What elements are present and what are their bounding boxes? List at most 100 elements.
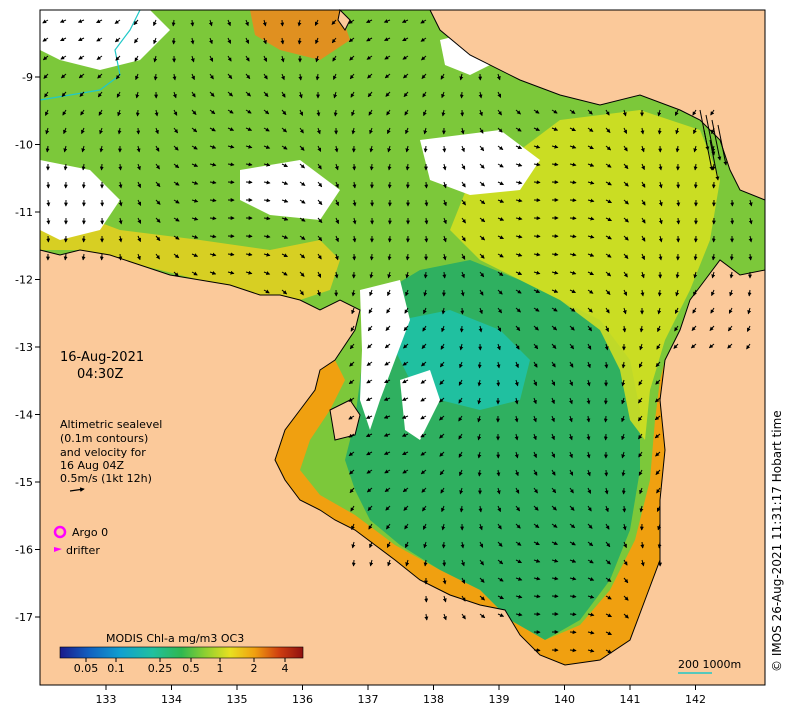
velocity-arrow <box>533 523 540 528</box>
velocity-arrow <box>459 469 463 477</box>
velocity-arrow <box>424 199 429 207</box>
velocity-arrow <box>515 541 522 546</box>
velocity-arrow <box>587 630 595 635</box>
velocity-arrow <box>623 577 629 584</box>
velocity-arrow <box>403 91 409 98</box>
velocity-arrow <box>387 145 392 153</box>
velocity-arrow <box>209 109 216 115</box>
velocity-arrow <box>478 505 483 513</box>
velocity-arrow <box>442 181 447 189</box>
velocity-arrow <box>405 145 410 153</box>
velocity-arrow <box>711 271 716 279</box>
velocity-arrow <box>366 37 373 42</box>
velocity-arrow <box>458 415 463 422</box>
velocity-arrow <box>623 289 628 297</box>
velocity-arrow <box>497 289 503 295</box>
velocity-arrow <box>459 91 464 99</box>
velocity-arrow <box>227 73 233 80</box>
velocity-arrow <box>263 252 271 257</box>
velocity-arrow <box>569 648 577 653</box>
velocity-arrow <box>118 181 123 189</box>
velocity-arrow <box>349 55 355 61</box>
velocity-arrow <box>191 216 199 221</box>
velocity-arrow <box>533 180 541 185</box>
velocity-arrow <box>551 379 556 386</box>
cloud-patch-4 <box>360 280 410 430</box>
velocity-arrow <box>134 55 139 62</box>
velocity-arrow <box>533 162 541 167</box>
velocity-arrow <box>622 307 627 315</box>
velocity-arrow <box>655 469 661 475</box>
velocity-arrow <box>569 144 577 149</box>
velocity-arrow <box>263 289 270 294</box>
velocity-arrow <box>515 612 523 617</box>
velocity-arrow <box>533 234 541 239</box>
velocity-arrow <box>81 253 86 261</box>
velocity-arrow <box>299 271 305 277</box>
velocity-arrow <box>420 37 427 42</box>
velocity-arrow <box>640 289 645 297</box>
velocity-arrow <box>479 559 484 566</box>
velocity-arrow <box>729 289 734 297</box>
velocity-arrow <box>263 73 268 80</box>
cloud-patch-3 <box>240 160 340 220</box>
velocity-arrow <box>422 91 427 98</box>
velocity-arrow <box>515 505 520 512</box>
velocity-arrow <box>118 217 123 225</box>
velocity-arrow <box>59 19 67 23</box>
velocity-arrow <box>368 109 373 116</box>
velocity-arrow <box>42 19 49 24</box>
coastal-band-north <box>250 10 350 60</box>
velocity-arrow <box>496 343 501 351</box>
velocity-arrow <box>209 252 217 257</box>
velocity-arrow <box>728 325 733 332</box>
velocity-arrow <box>46 199 51 207</box>
velocity-arrow <box>641 181 646 188</box>
velocity-arrow <box>348 37 355 43</box>
velocity-arrow <box>569 127 576 132</box>
velocity-arrow <box>496 487 501 495</box>
velocity-arrow <box>190 55 195 63</box>
velocity-arrow <box>383 19 391 23</box>
velocity-arrow <box>423 541 428 549</box>
velocity-arrow <box>227 37 232 45</box>
velocity-arrow <box>656 343 661 350</box>
velocity-arrow <box>708 343 715 349</box>
velocity-arrow <box>586 397 591 405</box>
velocity-arrow <box>297 37 302 45</box>
velocity-arrow <box>605 217 612 222</box>
velocity-arrow <box>424 181 429 189</box>
velocity-arrow <box>746 325 751 333</box>
velocity-arrow <box>551 487 557 494</box>
velocity-arrow <box>365 397 373 401</box>
velocity-arrow <box>551 162 559 167</box>
velocity-arrow <box>551 433 555 441</box>
velocity-arrow <box>479 307 483 315</box>
velocity-arrow <box>515 361 519 369</box>
velocity-arrow <box>383 379 391 384</box>
velocity-arrow <box>420 469 427 475</box>
velocity-arrow <box>420 397 427 402</box>
velocity-arrow <box>748 235 753 243</box>
velocity-arrow <box>387 559 392 567</box>
velocity-arrow <box>676 199 681 207</box>
velocity-arrow <box>587 127 594 132</box>
velocity-arrow <box>658 199 663 207</box>
velocity-arrow <box>384 469 391 474</box>
velocity-arrow <box>62 109 67 116</box>
legend-line-4: 16 Aug 04Z <box>60 459 124 472</box>
velocity-arrow <box>420 415 427 420</box>
velocity-arrow <box>263 91 269 97</box>
velocity-arrow <box>587 325 592 332</box>
velocity-arrow <box>640 271 645 279</box>
velocity-arrow <box>317 199 323 206</box>
velocity-arrow <box>63 163 68 171</box>
velocity-arrow <box>638 433 643 440</box>
velocity-arrow <box>515 109 521 115</box>
velocity-arrow <box>623 163 629 170</box>
velocity-arrow <box>586 433 591 441</box>
velocity-arrow <box>515 162 523 167</box>
velocity-arrow <box>458 451 463 458</box>
velocity-arrow <box>245 109 252 114</box>
velocity-arrow <box>587 505 592 512</box>
